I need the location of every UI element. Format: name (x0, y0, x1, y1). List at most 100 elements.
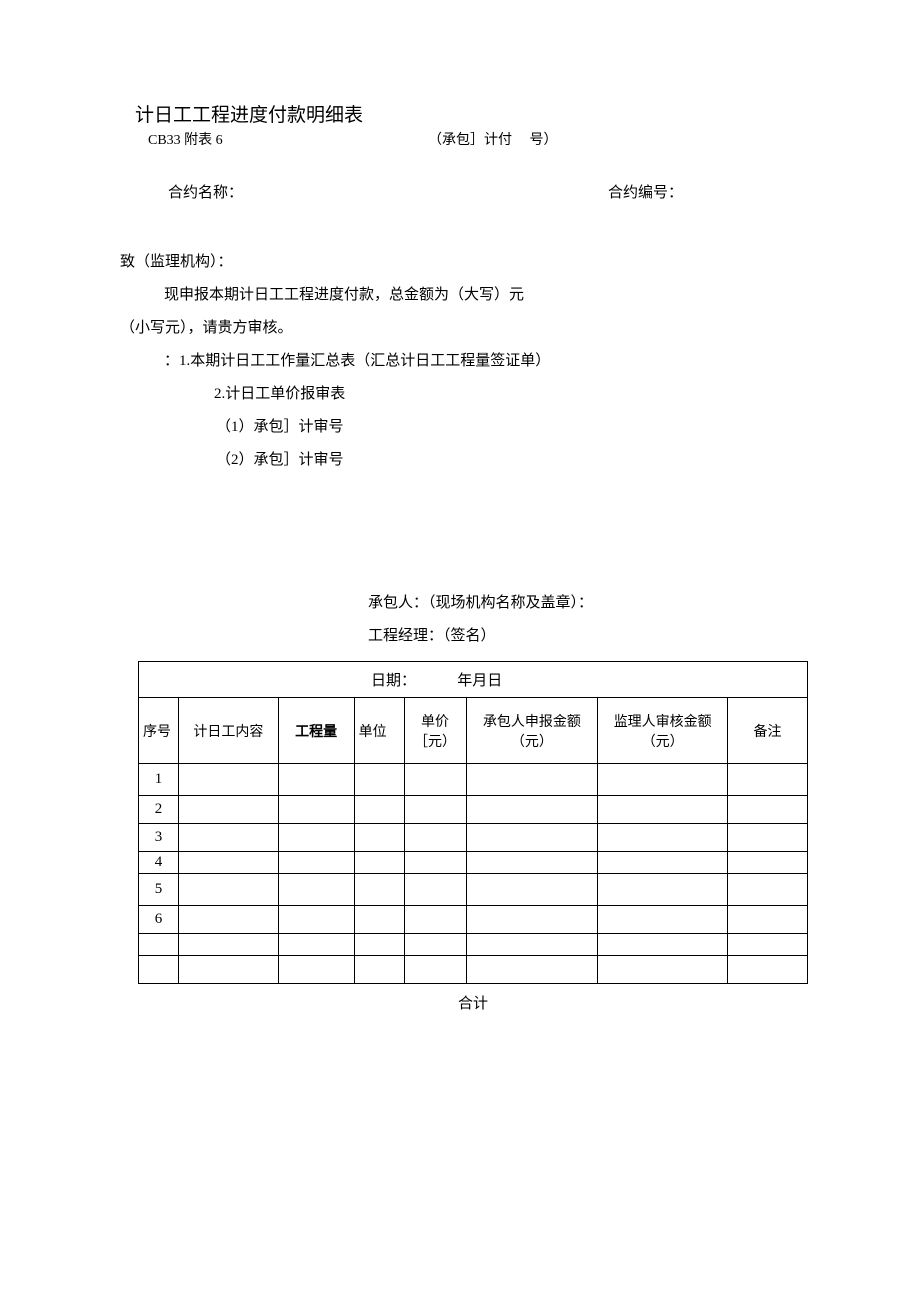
date-row: 日期： 年月日 (138, 661, 808, 697)
table-cell (598, 906, 728, 934)
table-cell (139, 956, 179, 984)
table-cell (278, 824, 354, 852)
details-table: 序号计日工内容工程量单位单价［元）承包人申报金额（元）监理人审核金额（元）备注 … (138, 697, 808, 984)
table-cell (178, 852, 278, 874)
table-cell (598, 934, 728, 956)
table-cell (354, 934, 404, 956)
table-cell (404, 852, 466, 874)
table-cell (598, 852, 728, 874)
table-cell (728, 956, 808, 984)
table-cell (728, 874, 808, 906)
document-title: 计日工工程进度付款明细表 (135, 100, 800, 127)
table-cell (598, 824, 728, 852)
body-line-4: 2.计日工单价报审表 (214, 378, 800, 411)
table-header-cell: 工程量 (278, 698, 354, 764)
table-header-cell: 单位 (354, 698, 404, 764)
body-line-1: 现申报本期计日工工程进度付款，总金额为（大写）元 (164, 279, 800, 312)
table-header-cell: 备注 (728, 698, 808, 764)
table-cell (404, 956, 466, 984)
table-header-cell: 承包人申报金额（元） (466, 698, 598, 764)
table-cell: 2 (139, 796, 179, 824)
table-cell (354, 874, 404, 906)
date-label: 日期： 年月日 (371, 669, 502, 690)
body-line-3: ：1.本期计日工工作量汇总表（汇总计日工工程量签证单） (164, 345, 800, 378)
table-cell (728, 796, 808, 824)
table-header-row: 序号计日工内容工程量单位单价［元）承包人申报金额（元）监理人审核金额（元）备注 (139, 698, 808, 764)
table-cell (466, 934, 598, 956)
table-cell (598, 874, 728, 906)
table-row: 4 (139, 852, 808, 874)
table-header-cell: 序号 (139, 698, 179, 764)
table-cell (354, 956, 404, 984)
table-cell (178, 874, 278, 906)
table-cell (728, 824, 808, 852)
table-cell (278, 874, 354, 906)
table-cell (728, 906, 808, 934)
body-text: 致（监理机构）： 现申报本期计日工工程进度付款，总金额为（大写）元 （小写元），… (120, 246, 800, 477)
table-cell (728, 764, 808, 796)
table-cell (178, 764, 278, 796)
table-cell (178, 906, 278, 934)
table-cell (466, 874, 598, 906)
table-header-cell: 单价［元） (404, 698, 466, 764)
table-cell (466, 852, 598, 874)
table-cell (178, 956, 278, 984)
contract-name-label: 合约名称： (168, 181, 608, 202)
table-cell (466, 824, 598, 852)
table-cell (728, 852, 808, 874)
contract-row: 合约名称： 合约编号： (168, 181, 800, 202)
table-row: 3 (139, 824, 808, 852)
table-cell (466, 906, 598, 934)
table-cell (404, 906, 466, 934)
table-cell (278, 796, 354, 824)
body-line-2: （小写元），请贵方审核。 (120, 312, 800, 345)
table-header-cell: 计日工内容 (178, 698, 278, 764)
table-cell (278, 764, 354, 796)
table-row: 6 (139, 906, 808, 934)
table-cell (139, 934, 179, 956)
table-cell: 3 (139, 824, 179, 852)
table-cell (278, 956, 354, 984)
table-cell: 6 (139, 906, 179, 934)
contract-number-label: 合约编号： (608, 181, 683, 202)
table-cell (354, 824, 404, 852)
table-cell (466, 764, 598, 796)
table-cell (404, 764, 466, 796)
table-cell: 4 (139, 852, 179, 874)
table-cell (598, 796, 728, 824)
table-cell (354, 796, 404, 824)
table-row (139, 956, 808, 984)
body-line-5: （1）承包］计审号 (216, 411, 800, 444)
table-cell (178, 796, 278, 824)
table-cell (598, 956, 728, 984)
table-cell (598, 764, 728, 796)
table-cell (354, 764, 404, 796)
total-label: 合计 (138, 992, 808, 1013)
table-cell (278, 906, 354, 934)
table-cell (728, 934, 808, 956)
table-cell (404, 824, 466, 852)
table-cell (354, 852, 404, 874)
table-row: 1 (139, 764, 808, 796)
manager-signature: 工程经理：（签名） (368, 620, 800, 653)
table-header-cell: 监理人审核金额（元） (598, 698, 728, 764)
table-cell (178, 824, 278, 852)
contractor-signature: 承包人：（现场机构名称及盖章）： (368, 587, 800, 620)
table-cell (404, 874, 466, 906)
form-code: CB33 附表 6 (148, 129, 428, 149)
table-cell (404, 796, 466, 824)
table-cell (466, 796, 598, 824)
table-row: 2 (139, 796, 808, 824)
table-cell (354, 906, 404, 934)
table-cell: 5 (139, 874, 179, 906)
table-cell (278, 934, 354, 956)
table-cell: 1 (139, 764, 179, 796)
reference-number: （承包］计付 号） (428, 129, 558, 149)
table-cell (278, 852, 354, 874)
addressee-line: 致（监理机构）： (120, 246, 800, 279)
table-cell (466, 956, 598, 984)
signature-block: 承包人：（现场机构名称及盖章）： 工程经理：（签名） (368, 587, 800, 653)
subtitle-row: CB33 附表 6 （承包］计付 号） (148, 129, 800, 149)
table-cell (178, 934, 278, 956)
table-cell (404, 934, 466, 956)
